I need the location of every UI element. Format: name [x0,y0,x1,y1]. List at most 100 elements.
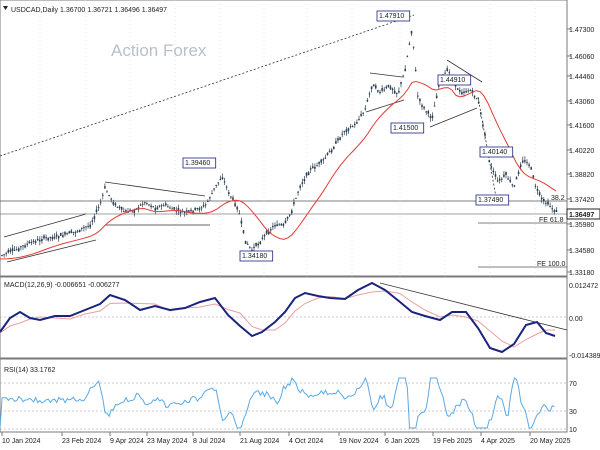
candle-body [204,204,207,206]
candle-body [551,208,553,210]
candle-body [150,205,152,208]
candle-body [162,205,165,207]
candle-body [152,206,154,208]
candle-body [11,248,14,251]
candle-body [263,234,266,237]
candle-body [505,172,507,175]
candle-body [114,203,117,206]
candle-body [106,191,108,193]
candle-body [160,205,163,207]
candle-body [207,200,209,202]
candle-body [194,207,196,210]
candle-body [477,101,480,104]
candle-body [494,174,497,177]
candle-body [293,202,295,205]
candle-body [123,211,125,213]
candle-body [272,225,274,228]
candle-body [57,236,60,239]
candle-body [309,168,312,170]
candle-body [444,72,446,74]
candle-body [404,68,406,72]
candle-body [146,203,148,205]
candle-body [328,150,331,153]
candle-body [213,188,215,190]
candle-body [7,250,10,253]
candle-body [312,166,314,169]
candle-body [387,84,390,87]
candle-body [244,240,247,244]
candle-body [255,242,257,246]
candle-body [36,238,39,241]
triangle-top [104,181,206,197]
candle-body [5,252,7,254]
candle-body [286,216,289,219]
candle-body [475,98,478,100]
candle-body [186,210,188,213]
candle-body [89,224,91,228]
label-144910: 1.44910 [440,77,465,84]
price-tick-label: 1.38820 [569,172,594,179]
candle-body [503,174,505,177]
time-tick-label: 6 Jan 2025 [385,438,420,445]
candle-body [196,208,199,210]
candle-body [238,213,241,215]
candle-body [461,91,463,95]
candle-body [339,137,341,140]
price-axis: 1.47300 1.46060 1.44460 1.43060 1.41600 1.402… [566,27,600,277]
dropdown-triangle-icon[interactable] [3,6,8,10]
candle-body [484,133,486,136]
candle-body [393,90,396,94]
candle-body [219,178,222,180]
candle-body [364,108,367,110]
candle-body [549,206,551,208]
time-tick-label: 4 Apr 2025 [481,438,515,445]
candle-body [377,90,379,92]
candle-body [473,95,476,98]
candle-body [15,249,18,251]
candle-body [9,249,12,252]
candle-body [335,141,337,144]
candle-body [265,230,268,234]
candle-body [47,237,49,241]
candle-body [488,160,490,162]
candle-body [270,229,272,231]
candle-body [28,241,31,244]
candle-body [70,230,73,233]
candle-body [108,194,110,196]
candle-body [538,192,541,196]
candle-body [51,237,54,240]
rsi-tick-label: 70 [569,381,577,388]
candle-body [511,184,514,186]
candle-body [236,206,238,210]
candle-body [228,192,230,194]
candle-body [198,208,201,211]
fe-100-label: FE 100.0 [537,261,566,268]
price-tick-label: 1.33180 [569,270,594,277]
candle-body [356,122,358,124]
candle-body [398,90,400,93]
candle-body [482,124,484,127]
candle-body [326,152,329,155]
candle-body [341,133,343,135]
price-annotations: 1.47910 1.44910 1.41500 1.40140 1.39460 1.374… [182,10,566,268]
candle-body [274,225,276,227]
macd-tick-label: 0.00 [569,316,583,323]
macd-tick-label: -0.014389 [569,353,600,360]
candle-body [513,185,516,187]
candle-body [423,106,425,109]
candle-body [375,85,377,89]
candle-body [158,205,161,207]
candle-body [297,191,299,193]
candle-body [24,245,26,248]
candle-body [267,231,270,235]
candle-body [173,207,175,210]
candle-body [253,246,255,248]
candle-body [232,197,234,200]
candle-body [522,160,524,163]
label-139460: 1.39460 [185,160,210,167]
candle-body [188,210,190,212]
candle-body [333,146,335,150]
candle-body [288,214,291,216]
candle-body [156,207,159,210]
